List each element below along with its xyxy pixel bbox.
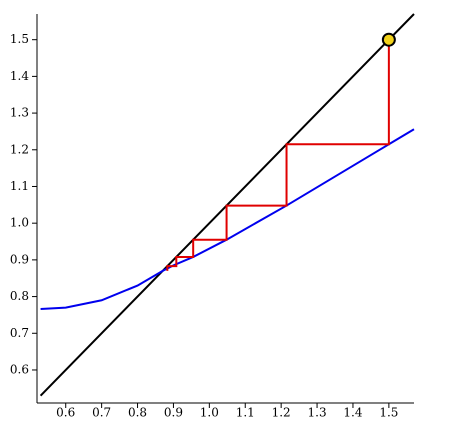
y-tick-label: 1.5 [10,32,29,46]
x-tick-label: 0.8 [128,406,147,420]
x-tick-label: 0.7 [92,406,111,420]
line [166,39,390,271]
x-tick-label: 0.6 [56,406,75,420]
y-tick-label: 1.3 [10,106,29,120]
y-tick-label: 1.2 [10,142,29,156]
x-tick-label: 1.3 [308,406,327,420]
x-tick-label: 1.4 [343,406,362,420]
marker [381,32,396,47]
x-tick-label: 1.2 [272,406,291,420]
x-tick-label: 1.1 [236,406,255,420]
y-tick-label: 0.6 [10,362,29,376]
y-tick-label: 1.1 [10,179,29,193]
y-tick-label: 0.9 [10,252,29,266]
y-tick-label: 0.7 [10,326,29,340]
x-tick-label: 1.5 [379,406,398,420]
y-tick-label: 0.8 [10,289,29,303]
y-tick-label: 1.0 [10,216,29,230]
x-tick-label: 1.0 [200,406,219,420]
y-tick-label: 1.4 [10,69,29,83]
x-tick-label: 0.9 [164,406,183,420]
